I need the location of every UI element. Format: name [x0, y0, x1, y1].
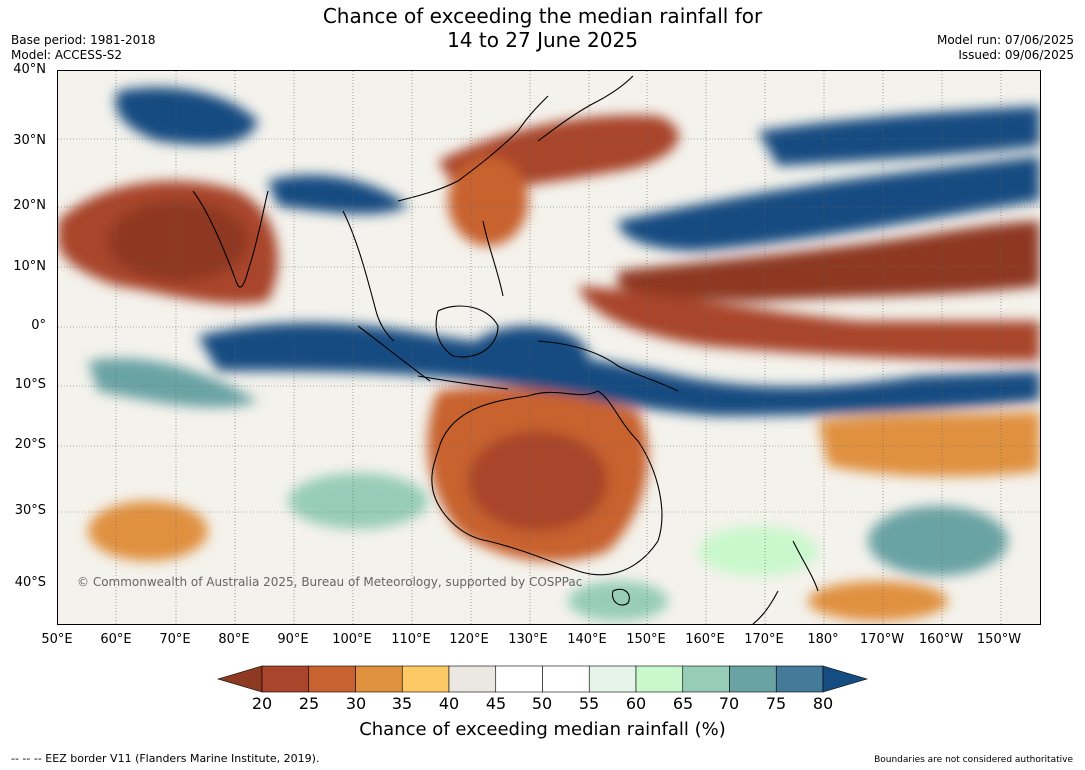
lon-label: 170°W	[859, 632, 905, 647]
lat-label: 0°	[31, 318, 46, 333]
lon-label: 150°W	[976, 632, 1022, 647]
lon-label: 50°E	[41, 632, 73, 647]
lat-label: 10°N	[13, 259, 46, 274]
colorbar-tick: 80	[812, 694, 834, 713]
colorbar-cell	[635, 665, 684, 693]
lat-label: 40°N	[13, 62, 46, 77]
lon-label: 140°E	[567, 632, 607, 647]
colorbar-tick: 55	[578, 694, 600, 713]
lon-label: 150°E	[626, 632, 666, 647]
meta-right: Model run: 07/06/2025 Issued: 09/06/2025	[937, 33, 1074, 63]
rainfall-map-canvas	[58, 71, 1040, 624]
lat-label: 40°S	[14, 575, 46, 590]
colorbar-tick: 35	[391, 694, 413, 713]
base-period-text: Base period: 1981-2018	[11, 33, 156, 47]
colorbar-cell	[261, 665, 310, 693]
colorbar-cell	[401, 665, 450, 693]
lon-label: 70°E	[159, 632, 191, 647]
copyright-notice: © Commonwealth of Australia 2025, Bureau…	[77, 575, 583, 589]
anomaly-fields	[58, 87, 1040, 621]
colorbar-tick: 75	[765, 694, 787, 713]
colorbar-cell	[448, 665, 497, 693]
colorbar-cell	[308, 665, 356, 693]
colorbar-label: Chance of exceeding median rainfall (%)	[359, 719, 726, 740]
colorbar-tick: 60	[625, 694, 647, 713]
colorbar-tick: 70	[718, 694, 740, 713]
title-line-2: 14 to 27 June 2025	[447, 28, 638, 52]
lat-label: 30°S	[14, 503, 46, 518]
lon-label: 100°E	[332, 632, 372, 647]
lon-label: 160°E	[685, 632, 725, 647]
colorbar-tick: 50	[531, 694, 553, 713]
colorbar-cell	[542, 665, 590, 693]
lon-label: 130°E	[508, 632, 548, 647]
lon-label: 120°E	[449, 632, 489, 647]
title-line-1: Chance of exceeding the median rainfall …	[322, 4, 763, 28]
lon-label: 80°E	[218, 632, 250, 647]
meta-left: Base period: 1981-2018 Model: ACCESS-S2	[11, 33, 156, 63]
lat-label: 30°N	[13, 133, 46, 148]
colorbar-tick: 65	[672, 694, 694, 713]
colorbar-extend-low	[216, 665, 263, 693]
colorbar-cell	[355, 665, 403, 693]
colorbar-cell	[682, 665, 730, 693]
lon-label: 160°W	[918, 632, 964, 647]
colorbar-cell	[729, 665, 777, 693]
colorbar-cells	[216, 665, 869, 693]
colorbar-tick: 25	[298, 694, 320, 713]
lon-label: 170°E	[744, 632, 784, 647]
lon-label: 60°E	[100, 632, 132, 647]
lon-label: 110°E	[391, 632, 431, 647]
lon-label: 180°	[807, 632, 839, 647]
coastlines	[192, 75, 819, 624]
lat-label: 20°S	[14, 437, 46, 452]
boundaries-note: Boundaries are not considered authoritat…	[874, 755, 1073, 765]
rainfall-map	[57, 70, 1041, 625]
issued-text: Issued: 09/06/2025	[958, 48, 1074, 62]
colorbar-tick: 20	[251, 694, 273, 713]
colorbar-cell	[775, 665, 824, 693]
map-title: Chance of exceeding the median rainfall …	[0, 4, 1085, 52]
colorbar-cell	[588, 665, 637, 693]
eez-note: -- -- -- EEZ border V11 (Flanders Marine…	[11, 752, 320, 765]
lat-label: 10°S	[14, 377, 46, 392]
colorbar-extend-high	[822, 665, 869, 693]
graticule	[58, 71, 1040, 624]
colorbar-tick: 45	[485, 694, 507, 713]
model-run-text: Model run: 07/06/2025	[936, 33, 1074, 47]
colorbar-tick: 30	[345, 694, 367, 713]
colorbar-cell	[495, 665, 543, 693]
colorbar-tick: 40	[438, 694, 460, 713]
lon-label: 90°E	[277, 632, 309, 647]
lat-label: 20°N	[13, 198, 46, 213]
model-text: Model: ACCESS-S2	[11, 48, 123, 62]
colorbar	[216, 665, 869, 693]
